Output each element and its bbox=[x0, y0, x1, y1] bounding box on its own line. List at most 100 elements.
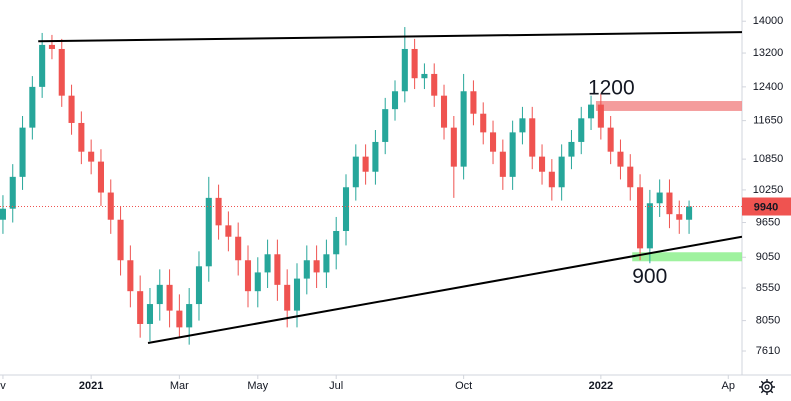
candle-body bbox=[323, 254, 330, 273]
candle-body bbox=[588, 104, 595, 119]
candle-body bbox=[146, 304, 154, 324]
candle-body bbox=[666, 192, 673, 215]
candle-body bbox=[58, 48, 65, 96]
x-tick-label: May bbox=[247, 380, 268, 392]
y-tick-label: 10250 bbox=[753, 184, 784, 196]
candle-body bbox=[264, 254, 271, 273]
candle-body bbox=[107, 192, 114, 220]
y-tick-label: 8550 bbox=[756, 282, 780, 294]
candle-body bbox=[137, 291, 144, 324]
x-tick-label: Oct bbox=[455, 380, 472, 392]
candle-body bbox=[519, 118, 526, 133]
trendline bbox=[38, 31, 742, 43]
candle-body bbox=[68, 95, 75, 123]
candle-body bbox=[480, 113, 487, 133]
x-tick-label: 2022 bbox=[589, 380, 613, 392]
y-tick-label: 9050 bbox=[756, 251, 780, 263]
zone-label: 900 bbox=[632, 265, 667, 288]
x-tick-label: Mar bbox=[170, 380, 189, 392]
candle-body bbox=[244, 260, 252, 292]
candle-body bbox=[313, 260, 320, 273]
y-tick-label: 11650 bbox=[753, 115, 783, 127]
candle-body bbox=[646, 203, 653, 249]
candle-body bbox=[48, 44, 55, 49]
candle-body bbox=[548, 171, 555, 188]
gear-teeth[interactable] bbox=[759, 379, 775, 395]
candle-body bbox=[499, 151, 506, 177]
candle-body bbox=[117, 219, 124, 261]
candle-body bbox=[391, 91, 399, 110]
candle-body bbox=[9, 176, 16, 209]
candle-body bbox=[568, 141, 575, 157]
candle-body bbox=[342, 187, 350, 232]
candle-body bbox=[431, 73, 438, 96]
candle-body bbox=[333, 231, 340, 255]
candle-body bbox=[558, 156, 565, 188]
candle-body bbox=[509, 132, 516, 177]
candle-body bbox=[401, 48, 408, 92]
candle-body bbox=[215, 197, 222, 226]
candle-body bbox=[637, 187, 644, 249]
candle-body bbox=[293, 278, 301, 311]
trendline bbox=[147, 235, 742, 345]
candle-body bbox=[274, 254, 281, 285]
y-tick-label: 8050 bbox=[756, 315, 780, 327]
candle-body bbox=[39, 44, 46, 87]
candle-body bbox=[0, 208, 6, 220]
candle-body bbox=[627, 166, 634, 188]
candle-body bbox=[235, 236, 242, 261]
candle-body bbox=[225, 225, 232, 237]
candle-body bbox=[578, 118, 585, 142]
candle-body bbox=[127, 260, 134, 292]
candle-body bbox=[362, 156, 369, 172]
candle-body bbox=[166, 284, 173, 311]
candle-body bbox=[450, 127, 457, 167]
candle-body bbox=[352, 156, 359, 188]
candle-body bbox=[186, 304, 193, 328]
candle-body bbox=[88, 151, 95, 162]
last-price-box bbox=[742, 197, 791, 216]
candle-body bbox=[78, 122, 85, 152]
candle-body bbox=[29, 86, 36, 128]
candle-body bbox=[303, 260, 310, 279]
x-tick-label: Jul bbox=[329, 380, 343, 392]
candle-body bbox=[372, 141, 379, 172]
zone-label: 1200 bbox=[588, 77, 635, 100]
candle-body bbox=[382, 109, 389, 142]
gear-hub[interactable] bbox=[764, 384, 770, 390]
candle-body bbox=[97, 161, 104, 193]
last-price-label: 9940 bbox=[754, 201, 778, 213]
candle-body bbox=[539, 156, 546, 172]
settings-icon[interactable] bbox=[759, 379, 775, 395]
zone bbox=[595, 101, 742, 111]
y-tick-label: 12400 bbox=[753, 81, 784, 93]
zone bbox=[632, 252, 742, 262]
x-tick-label: 2021 bbox=[79, 380, 103, 392]
y-tick-label: 13200 bbox=[753, 47, 784, 59]
candle-body bbox=[489, 132, 497, 152]
plot-area bbox=[0, 27, 742, 345]
x-tick-label: Ap bbox=[722, 380, 735, 392]
candle-body bbox=[421, 73, 428, 79]
candle-body bbox=[529, 118, 536, 157]
candle-body bbox=[460, 91, 467, 167]
candle-body bbox=[607, 127, 614, 152]
candle-body bbox=[284, 284, 291, 311]
candle-body bbox=[676, 214, 683, 220]
candle-body bbox=[176, 310, 183, 328]
candle-body bbox=[411, 48, 418, 79]
candle-body bbox=[686, 206, 693, 220]
y-tick-label: 7610 bbox=[756, 345, 780, 357]
candle-body bbox=[617, 151, 624, 167]
candle-body bbox=[597, 104, 604, 128]
y-tick-label: 14000 bbox=[753, 15, 784, 27]
candle-body bbox=[254, 272, 261, 292]
x-tick-label: v bbox=[0, 380, 6, 392]
candle-body bbox=[156, 284, 163, 305]
y-tick-label: 10850 bbox=[753, 153, 784, 165]
candle-body bbox=[656, 192, 663, 204]
candle-body bbox=[19, 127, 26, 177]
candle-body bbox=[440, 95, 448, 128]
candle-body bbox=[470, 91, 477, 114]
